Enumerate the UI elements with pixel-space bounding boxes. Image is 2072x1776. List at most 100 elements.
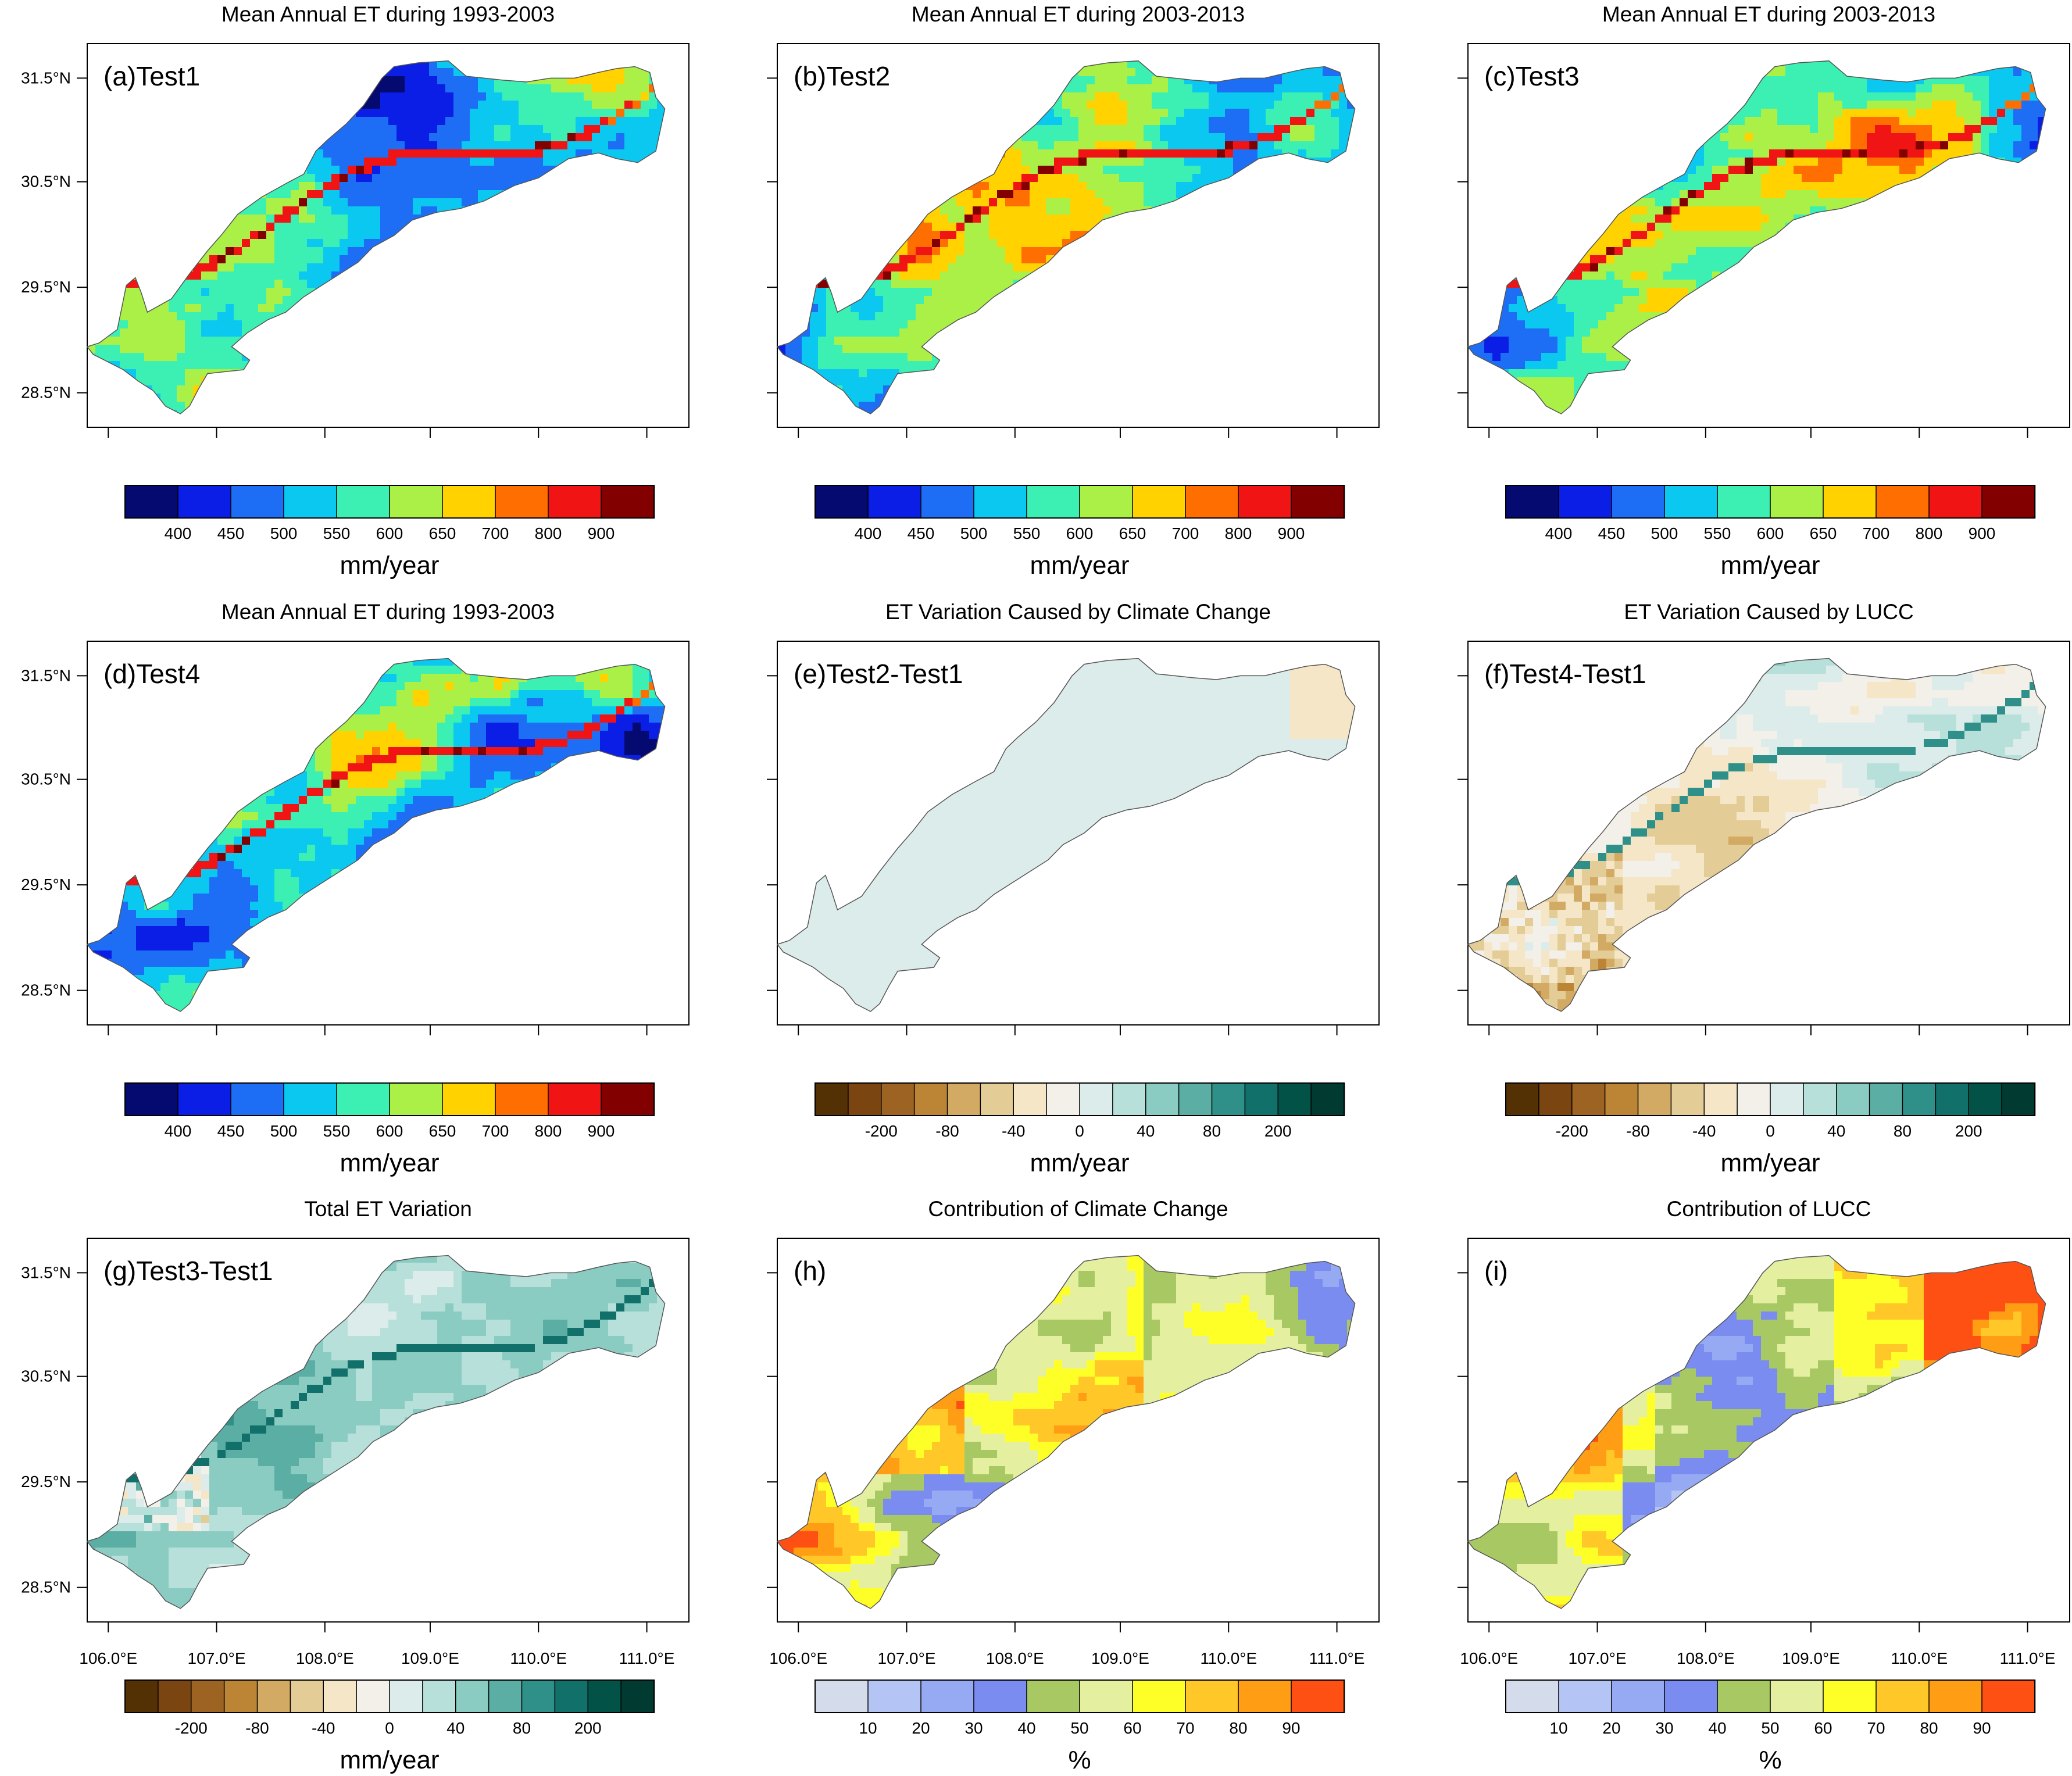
colorbar-tick-label: 50 (1070, 1719, 1088, 1737)
colorbar-swatch (177, 485, 232, 519)
basin-outline (776, 657, 1356, 1012)
colorbar-swatch (177, 1082, 232, 1116)
colorbar-tick-label: 70 (1867, 1719, 1885, 1737)
colorbar-swatch (1717, 1679, 1771, 1713)
colorbar: 10 20 30 40 50 60 70 80 90% (1505, 1679, 2036, 1774)
lon-tick-label: 111.0°E (619, 1649, 675, 1667)
colorbar-swatch (191, 1679, 225, 1713)
basin-outline (1467, 1255, 2046, 1609)
colorbar-swatch (867, 485, 922, 519)
map-area: (h) 106.0°E 107.0°E 108.0°E 109.0°E 110.0°E 11… (767, 1238, 1380, 1667)
panel-title: ET Variation Caused by Climate Change (885, 600, 1271, 624)
lon-tick-label: 107.0°E (1569, 1649, 1627, 1667)
colorbar-swatch (455, 1679, 490, 1713)
colorbar-unit: mm/year (1720, 551, 1820, 580)
colorbar-swatch (1981, 1679, 2036, 1713)
colorbar-tick-label: 650 (1810, 524, 1837, 542)
colorbar-tick-label: 700 (482, 524, 509, 542)
colorbar-tick-label: 90 (1973, 1719, 1991, 1737)
colorbar-swatch (230, 1082, 285, 1116)
panel-c: Mean Annual ET during 2003-2013 (c)Test3 4… (1457, 2, 2070, 580)
panel-title: ET Variation Caused by LUCC (1624, 600, 1913, 624)
colorbar-tick-label: 10 (1549, 1719, 1567, 1737)
colorbar-tick-label: 10 (859, 1719, 877, 1737)
colorbar-tick-label: 500 (1651, 524, 1678, 542)
basin-outline (776, 1255, 1356, 1609)
colorbar-swatch (1770, 1679, 1824, 1713)
colorbar-swatch (920, 1679, 975, 1713)
colorbar-swatch (946, 1082, 981, 1116)
colorbar-swatch (620, 1679, 655, 1713)
colorbar-swatch (920, 485, 975, 519)
colorbar-tick-label: -200 (1556, 1122, 1588, 1140)
colorbar-swatch (1737, 1082, 1771, 1116)
panel-h: Contribution of Climate Change (h) 106.0°E… (767, 1197, 1380, 1774)
colorbar-swatch (1178, 1082, 1213, 1116)
panel-label: (d)Test4 (103, 659, 200, 689)
lat-tick-label: 29.5°N (21, 876, 71, 894)
colorbar-tick-label: 600 (1066, 524, 1094, 542)
colorbar-tick-label: 400 (165, 1122, 192, 1140)
colorbar-swatch (1823, 485, 1877, 519)
panel-title: Contribution of LUCC (1667, 1197, 1871, 1221)
colorbar-swatch (1079, 485, 1134, 519)
colorbar-swatch (1803, 1082, 1837, 1116)
colorbar-tick-label: 800 (535, 524, 562, 542)
colorbar-tick-label: 80 (513, 1719, 531, 1737)
colorbar-swatch (1703, 1082, 1738, 1116)
colorbar-frame (1505, 1082, 2035, 1116)
colorbar-swatch (1112, 1082, 1146, 1116)
colorbar-tick-label: 650 (1119, 524, 1146, 542)
colorbar-tick-label: 550 (1704, 524, 1731, 542)
basin-outline (776, 60, 1356, 414)
colorbar-swatch (1968, 1082, 2003, 1116)
colorbar-swatch (548, 1082, 602, 1116)
lon-tick-label: 107.0°E (878, 1649, 936, 1667)
colorbar-swatch (881, 1082, 915, 1116)
colorbar: -200 -80 -40 0 40 80 200 mm/year (124, 1679, 655, 1774)
colorbar-tick-label: 450 (217, 524, 245, 542)
colorbar-swatch (1132, 1679, 1187, 1713)
colorbar-tick-label: 550 (1013, 524, 1041, 542)
colorbar-tick-label: -40 (1692, 1122, 1716, 1140)
colorbar-tick-label: 400 (855, 524, 882, 542)
lon-tick-label: 107.0°E (188, 1649, 246, 1667)
basin-outline (1467, 657, 2046, 1012)
lon-tick-label: 106.0°E (79, 1649, 137, 1667)
colorbar-unit: mm/year (340, 551, 439, 580)
colorbar-tick-label: 20 (912, 1719, 930, 1737)
colorbar-tick-label: 450 (1598, 524, 1626, 542)
map-area: (f)Test4-Test1 (1457, 641, 2070, 1035)
colorbar-swatch (521, 1679, 556, 1713)
colorbar-swatch (1558, 1679, 1613, 1713)
colorbar-tick-label: 50 (1761, 1719, 1779, 1737)
panel-label: (a)Test1 (103, 61, 200, 91)
panel-label: (b)Test2 (794, 61, 890, 91)
colorbar-frame (124, 485, 655, 519)
colorbar-frame (814, 485, 1345, 519)
panel-label: (e)Test2-Test1 (794, 659, 963, 689)
colorbar-swatch (1770, 485, 1824, 519)
colorbar-tick-label: 900 (588, 1122, 615, 1140)
lon-tick-label: 111.0°E (2000, 1649, 2056, 1667)
map-area: (b)Test2 (767, 43, 1380, 438)
colorbar-swatch (1046, 1082, 1081, 1116)
colorbar-tick-label: 500 (270, 1122, 298, 1140)
colorbar-tick-label: 0 (1766, 1122, 1775, 1140)
map-area: (e)Test2-Test1 (767, 641, 1380, 1035)
panel-label: (g)Test3-Test1 (103, 1256, 273, 1286)
colorbar-unit: % (1759, 1746, 1781, 1774)
panel-label: (f)Test4-Test1 (1484, 659, 1646, 689)
lat-tick-label: 31.5°N (21, 666, 71, 684)
colorbar-tick-label: 200 (1264, 1122, 1292, 1140)
colorbar-tick-label: 450 (908, 524, 935, 542)
colorbar-tick-label: 500 (960, 524, 988, 542)
colorbar-swatch (1935, 1082, 1970, 1116)
map-area: (a)Test1 31.5°N 30.5°N 29.5°N 28.5°N (21, 43, 690, 438)
panel-grid: Mean Annual ET during 1993-2003 (a)Test1 3… (21, 2, 2070, 1774)
colorbar-tick-label: 800 (1916, 524, 1943, 542)
colorbar-swatch (488, 1679, 523, 1713)
colorbar-swatch (1244, 1082, 1279, 1116)
colorbar-tick-label: 20 (1602, 1719, 1620, 1737)
panel-title: Mean Annual ET during 2003-2013 (912, 2, 1245, 26)
